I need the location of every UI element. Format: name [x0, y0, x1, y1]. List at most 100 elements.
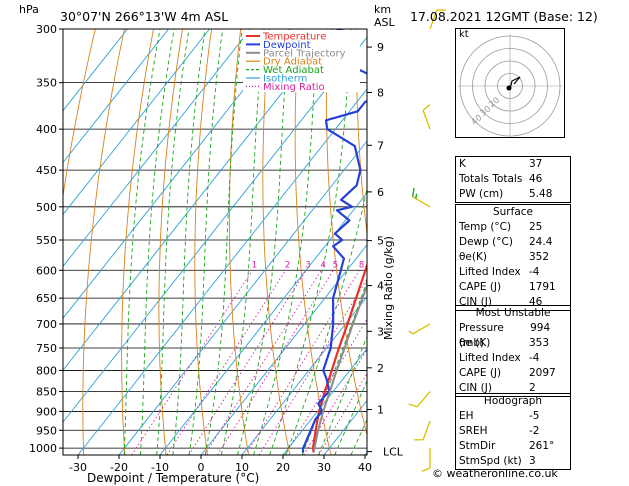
- index-value: 261°: [529, 440, 555, 452]
- wet-adiabat-line: [140, 29, 175, 455]
- altitude-tick-label: 8: [377, 86, 384, 99]
- legend-entry: Wet Adiabat: [263, 65, 324, 76]
- index-label: PW (cm): [459, 188, 504, 200]
- wet-adiabat-line: [156, 29, 190, 455]
- surface-title: Surface: [492, 206, 533, 218]
- temperature-tick-label: 30: [317, 461, 331, 474]
- wet-adiabat-line: [188, 29, 224, 455]
- mixing-ratio-line: [244, 270, 360, 455]
- index-row: CAPE (J) 1791: [456, 280, 570, 295]
- legend-entry: Dewpoint: [263, 40, 311, 51]
- dry-adiabat-line: [121, 29, 154, 455]
- parcel-trajectory-line: [312, 282, 367, 453]
- wet-adiabat-line: [123, 29, 161, 455]
- isotherm-line: [63, 29, 210, 216]
- altitude-tick-label: 3: [377, 325, 384, 338]
- index-label: Lifted Index: [459, 352, 521, 364]
- index-row: Dewp (°C) 24.4: [456, 235, 570, 250]
- isotherm-line: [63, 29, 292, 320]
- mixing-ratio-line: [166, 270, 286, 455]
- index-value: 352: [529, 251, 550, 263]
- index-row: θe (K) 353: [456, 336, 570, 351]
- index-label: θe (K): [459, 337, 491, 349]
- pressure-tick-label: 750: [36, 342, 57, 355]
- diagram-axes: 3003504004505005506006507007508008509009…: [29, 23, 404, 474]
- index-row: Lifted Index -4: [456, 265, 570, 280]
- isotherm-line: [63, 29, 128, 112]
- index-value: 37: [529, 158, 543, 170]
- temperature-tick-label: -20: [110, 461, 128, 474]
- dry-adiabat-line: [194, 29, 213, 455]
- wind-barb-flag: [412, 187, 415, 197]
- index-value: -4: [529, 266, 540, 278]
- wet-adiabat-line: [237, 29, 290, 455]
- pressure-tick-label: 850: [36, 386, 57, 399]
- index-value: 46: [529, 173, 543, 185]
- temperature-tick-label: 20: [276, 461, 290, 474]
- dry-adiabat-line: [228, 29, 250, 455]
- mixing-ratio-label: 25: [425, 260, 436, 270]
- index-row: CIN (J) 2: [456, 381, 570, 396]
- mixing-ratio-line: [258, 278, 367, 455]
- most-unstable-panel: Most Unstable Pressure (mb) 994 θe (K) 353 L…: [455, 305, 571, 397]
- legend-entry: Dry Adiabat: [263, 57, 322, 68]
- dry-adiabat-line: [325, 29, 367, 437]
- wind-barb-staff: [422, 420, 431, 440]
- altitude-tick-label: 9: [377, 41, 384, 54]
- temperature-tick-label: -10: [151, 461, 169, 474]
- index-label: Pressure (mb): [459, 322, 504, 349]
- mixing-ratio-label: 1: [252, 260, 257, 270]
- legend-entry: Temperature: [262, 32, 326, 43]
- legend-entry: Parcel Trajectory: [263, 48, 346, 59]
- surface-panel: Surface Temp (°C) 25 Dewp (°C) 24.4 θe(K) 352…: [455, 204, 571, 311]
- isotherm-line: [282, 347, 367, 455]
- index-row: CAPE (J) 2097: [456, 366, 570, 381]
- pressure-unit-label: hPa: [19, 3, 39, 16]
- wind-barb: [414, 420, 431, 441]
- plot-frame: [62, 28, 368, 456]
- isotherm-line: [200, 244, 367, 455]
- mixing-ratio-label: 3: [305, 260, 310, 270]
- altitude-tick-label: 5: [377, 235, 384, 248]
- dry-adiabat-line: [386, 29, 455, 455]
- temperature-tick-label: -30: [69, 461, 87, 474]
- index-row: θe(K) 352: [456, 250, 570, 265]
- wet-adiabat-line: [220, 29, 265, 455]
- copyright-footer: © weatheronline.co.uk: [432, 467, 558, 480]
- isotherm-line: [118, 140, 367, 455]
- pressure-tick-label: 350: [36, 77, 57, 90]
- isotherm-line: [63, 29, 251, 268]
- temperature-line: [311, 261, 367, 453]
- altitude-tick-label: 6: [377, 186, 384, 199]
- location-title: 30°07'N 266°13'W 4m ASL: [60, 9, 229, 24]
- pressure-tick-label: 800: [36, 364, 57, 377]
- pressure-tick-label: 450: [36, 164, 57, 177]
- wet-adiabat-line: [269, 29, 352, 455]
- wind-barb: [422, 103, 431, 130]
- dry-adiabat-line: [63, 29, 96, 199]
- index-value: 1791: [529, 281, 556, 293]
- wind-barb-staff: [429, 9, 438, 30]
- mixing-ratio-label: 2: [285, 260, 290, 270]
- index-label: StmDir: [459, 440, 496, 452]
- mixing-ratio-line: [131, 270, 253, 455]
- pressure-tick-label: 400: [36, 123, 57, 136]
- pressure-tick-label: 700: [36, 318, 57, 331]
- hodograph-params-title: Hodograph: [483, 395, 543, 407]
- sounding-curves: [301, 29, 367, 453]
- index-value: 3: [529, 455, 536, 467]
- wind-barb-staff: [422, 110, 431, 130]
- index-label: Lifted Index: [459, 266, 521, 278]
- temperature-tick-label: 10: [235, 461, 249, 474]
- index-value: 353: [529, 337, 550, 349]
- index-value: 2: [529, 382, 536, 394]
- altitude-tick-label: 7: [377, 139, 384, 152]
- pressure-tick-label: 1000: [29, 442, 57, 455]
- isotherm-line: [63, 29, 169, 164]
- legend-entry: Isotherm: [263, 74, 307, 85]
- index-label: Temp (°C): [459, 221, 512, 233]
- index-label: θe(K): [459, 251, 487, 263]
- wet-adiabat-line: [172, 29, 206, 455]
- mixing-ratio-label: 5: [333, 260, 338, 270]
